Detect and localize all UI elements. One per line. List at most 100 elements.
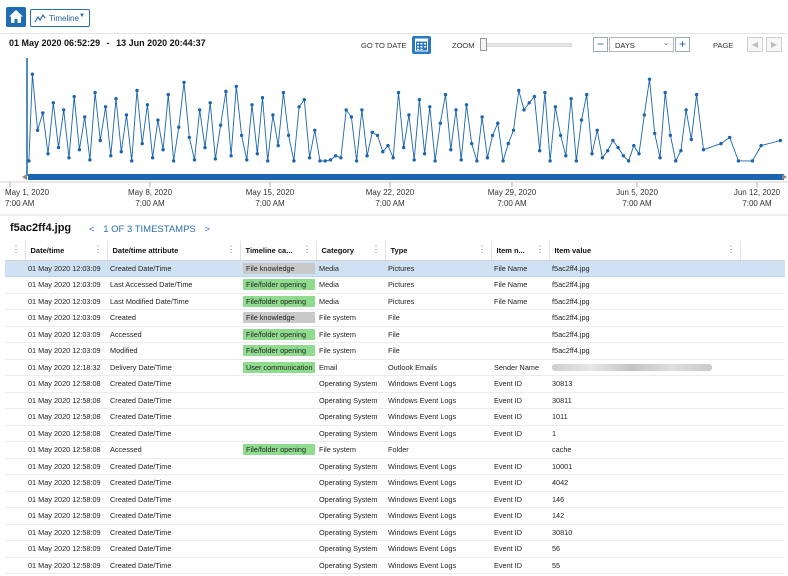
data-point[interactable] — [527, 101, 531, 105]
data-point[interactable] — [663, 90, 667, 95]
data-point[interactable] — [166, 92, 170, 97]
data-point[interactable] — [83, 115, 87, 119]
data-point[interactable] — [611, 138, 615, 143]
data-point[interactable] — [234, 84, 238, 89]
data-point[interactable] — [187, 135, 191, 140]
data-point[interactable] — [370, 130, 374, 134]
data-point[interactable] — [490, 133, 495, 138]
data-point[interactable] — [67, 156, 71, 160]
data-point[interactable] — [759, 143, 763, 148]
row-selector-cell[interactable] — [5, 359, 25, 376]
column-menu-icon[interactable]: ⋮ — [477, 244, 487, 254]
scroll-left-arrow[interactable] — [22, 174, 27, 180]
data-point[interactable] — [266, 159, 270, 163]
data-point[interactable] — [428, 105, 432, 109]
data-point[interactable] — [93, 90, 97, 95]
data-point[interactable] — [412, 158, 416, 162]
previous-timestamp-button[interactable]: < — [89, 224, 95, 235]
data-point[interactable] — [103, 105, 108, 109]
data-point[interactable] — [198, 108, 202, 112]
data-point[interactable] — [407, 113, 411, 117]
column-header-category[interactable]: Category ⋮ — [316, 241, 386, 261]
previous-page-button[interactable]: ◀ — [747, 37, 763, 52]
table-row[interactable]: 01 May 2020 12:03:09 Last Accessed Date/T… — [5, 276, 785, 294]
data-point[interactable] — [485, 156, 490, 160]
data-point[interactable] — [161, 148, 165, 152]
data-point[interactable] — [396, 90, 401, 95]
row-selector-cell[interactable] — [5, 342, 25, 360]
data-point[interactable] — [255, 152, 259, 156]
data-point[interactable] — [595, 128, 599, 132]
table-row[interactable]: 01 May 2020 12:58:08 Created Date/Time Ope… — [5, 408, 785, 426]
row-selector-cell[interactable] — [5, 524, 25, 541]
data-point[interactable] — [621, 154, 626, 158]
data-point[interactable] — [506, 141, 510, 146]
row-selector-cell[interactable] — [5, 425, 25, 442]
row-selector-cell[interactable] — [5, 458, 25, 475]
row-selector-cell[interactable] — [5, 557, 25, 574]
data-point[interactable] — [119, 150, 124, 154]
data-point[interactable] — [694, 92, 699, 97]
data-point[interactable] — [750, 159, 755, 163]
column-menu-icon[interactable]: ⋮ — [726, 244, 736, 254]
table-row[interactable]: 01 May 2020 12:03:09 Created Date/Time Fil… — [5, 260, 785, 277]
row-selector-cell[interactable] — [5, 474, 25, 492]
data-point[interactable] — [77, 148, 82, 152]
data-point[interactable] — [177, 125, 181, 129]
column-menu-icon[interactable]: ⋮ — [371, 244, 381, 254]
data-point[interactable] — [728, 135, 732, 140]
data-point[interactable] — [517, 88, 521, 93]
data-point[interactable] — [109, 154, 113, 158]
timeline-scrollbar[interactable] — [28, 174, 784, 180]
data-point[interactable] — [88, 158, 92, 162]
data-point[interactable] — [606, 149, 610, 153]
home-button[interactable] — [6, 7, 26, 27]
table-row[interactable]: 01 May 2020 12:03:09 Modified File/folder … — [5, 342, 785, 360]
data-point[interactable] — [218, 123, 223, 127]
row-selector-cell[interactable] — [5, 491, 25, 508]
data-point[interactable] — [360, 108, 364, 112]
data-point[interactable] — [449, 148, 453, 152]
data-point[interactable] — [464, 103, 469, 107]
data-point[interactable] — [30, 72, 35, 76]
column-header-type[interactable]: Type ⋮ — [385, 241, 492, 261]
data-point[interactable] — [229, 154, 233, 158]
data-point[interactable] — [637, 152, 641, 156]
column-menu-icon[interactable]: ⋮ — [93, 244, 103, 254]
data-point[interactable] — [135, 88, 139, 93]
data-point[interactable] — [140, 141, 144, 146]
row-selector-header[interactable]: ⋮ — [5, 241, 26, 261]
row-selector-cell[interactable] — [5, 293, 25, 310]
data-point[interactable] — [538, 149, 542, 153]
data-point[interactable] — [438, 121, 442, 125]
data-point[interactable] — [203, 145, 207, 150]
data-point[interactable] — [480, 115, 484, 119]
data-point[interactable] — [260, 96, 265, 100]
data-point[interactable] — [496, 121, 500, 125]
data-point[interactable] — [475, 159, 479, 163]
next-timestamp-button[interactable]: > — [204, 224, 210, 235]
data-point[interactable] — [391, 156, 395, 160]
data-point[interactable] — [349, 115, 354, 119]
table-row[interactable]: 01 May 2020 12:58:09 Created Date/Time Ope… — [5, 557, 785, 574]
data-point[interactable] — [339, 156, 343, 160]
row-selector-cell[interactable] — [5, 260, 25, 277]
data-point[interactable] — [658, 156, 662, 160]
next-page-button[interactable]: ▶ — [766, 37, 782, 52]
zoom-slider-track[interactable] — [482, 43, 572, 47]
data-point[interactable] — [459, 158, 463, 162]
data-point[interactable] — [124, 113, 129, 117]
data-point[interactable] — [150, 156, 155, 160]
table-row[interactable]: 01 May 2020 12:03:09 Created File knowledg… — [5, 309, 785, 327]
data-point[interactable] — [653, 131, 657, 136]
table-row[interactable]: 01 May 2020 12:03:09 Accessed File/folder … — [5, 326, 785, 343]
data-point[interactable] — [579, 118, 584, 122]
table-row[interactable]: 01 May 2020 12:58:09 Created Date/Time Ope… — [5, 474, 785, 492]
data-point[interactable] — [626, 159, 631, 163]
data-point[interactable] — [114, 97, 118, 101]
column-menu-icon[interactable]: ⋮ — [226, 244, 236, 254]
data-point[interactable] — [27, 159, 31, 163]
data-point[interactable] — [286, 133, 291, 138]
data-point[interactable] — [564, 154, 568, 158]
go-to-date-button[interactable] — [412, 36, 431, 54]
